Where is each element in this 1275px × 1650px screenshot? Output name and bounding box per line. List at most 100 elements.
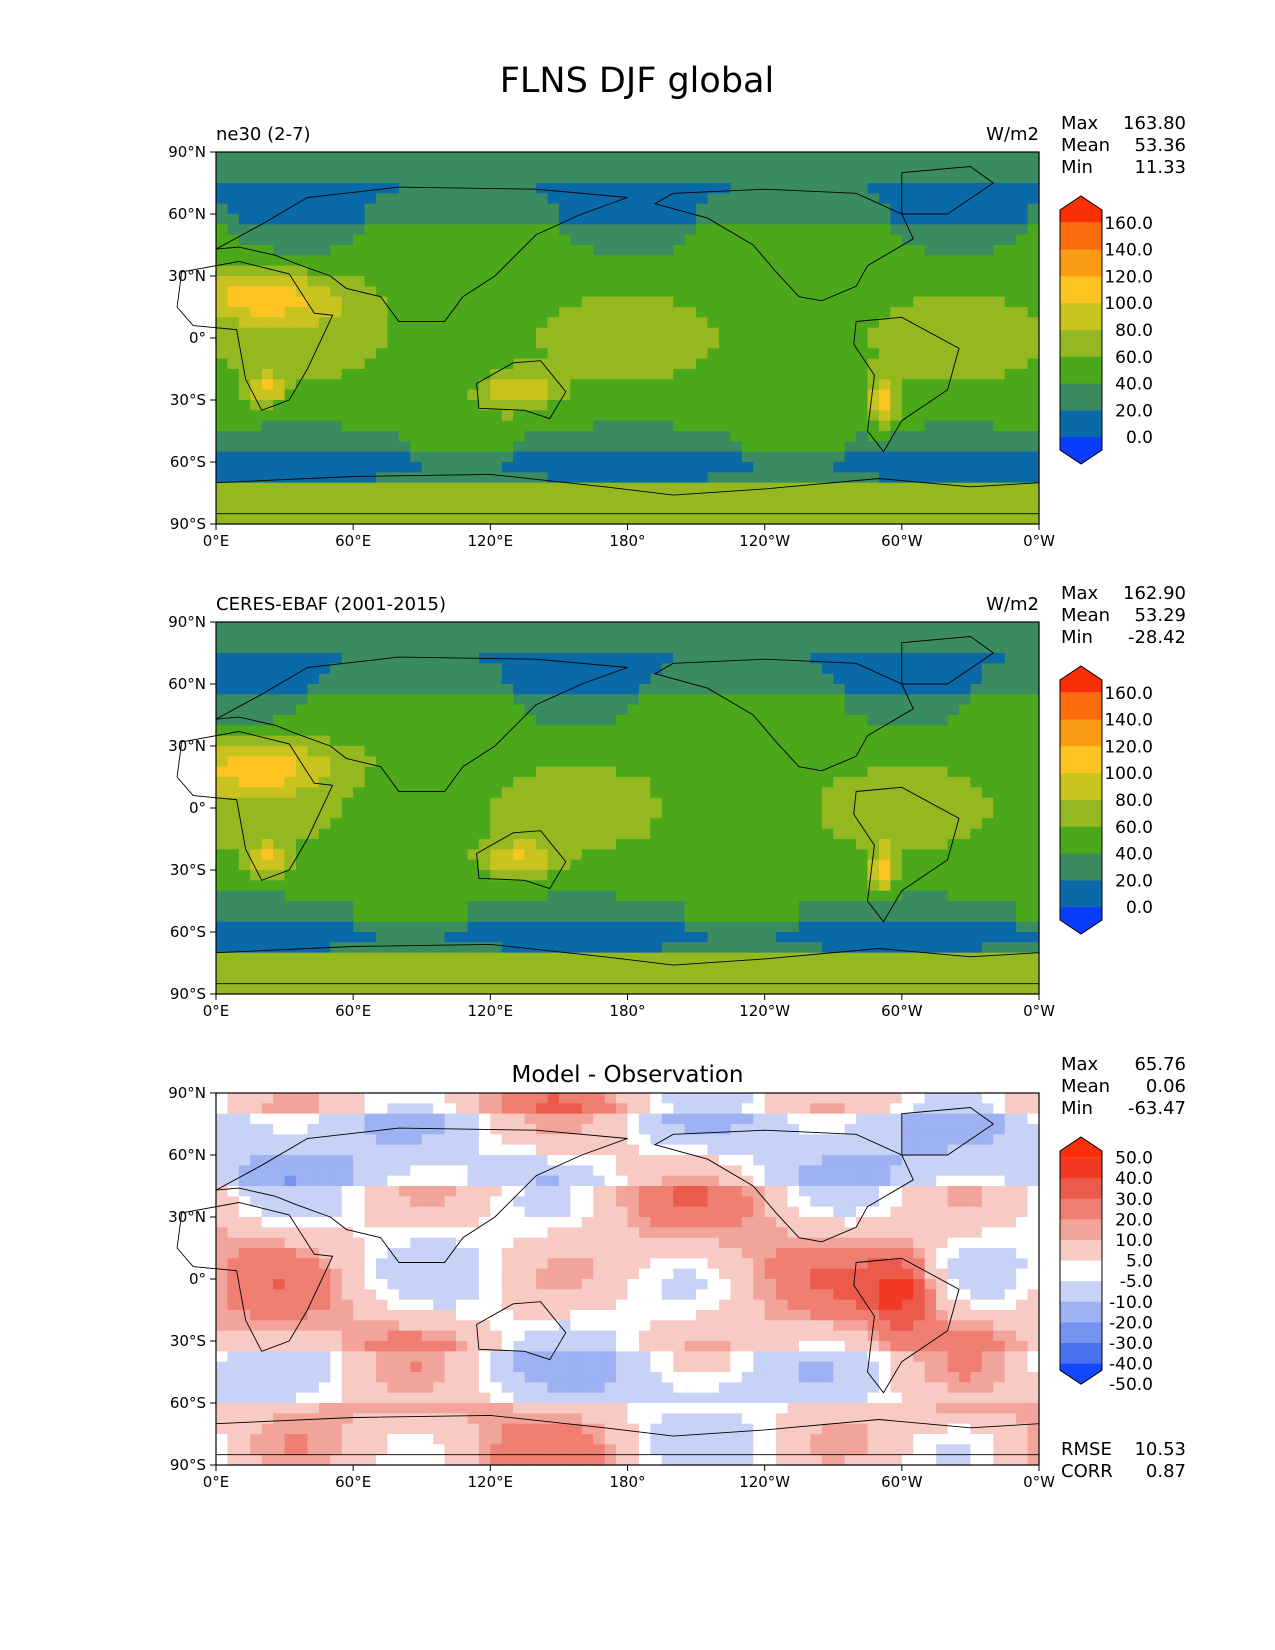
map-cell <box>844 420 857 432</box>
map-cell <box>250 901 263 912</box>
map-cell <box>421 901 434 912</box>
map-cell <box>776 203 789 215</box>
map-cell <box>730 276 743 287</box>
map-cell <box>924 622 937 633</box>
map-cell <box>936 890 949 902</box>
map-cell <box>741 245 754 256</box>
map-cell <box>890 503 903 515</box>
map-cell <box>490 441 503 453</box>
map-cell <box>216 410 229 422</box>
map-cell <box>810 451 823 463</box>
map-cell <box>638 890 651 902</box>
map-cell <box>387 265 400 277</box>
map-cell <box>604 327 617 339</box>
map-cell <box>410 746 423 757</box>
map-cell <box>456 797 469 809</box>
map-cell <box>387 358 400 370</box>
map-cell <box>353 410 366 422</box>
map-cell <box>730 901 743 912</box>
map-cell <box>513 839 526 850</box>
map-cell <box>753 348 766 360</box>
map-cell <box>227 880 240 892</box>
map-cell <box>547 513 560 525</box>
map-cell <box>433 952 446 964</box>
map-cell <box>433 338 446 349</box>
map-cell <box>867 942 880 954</box>
map-cell <box>958 224 972 236</box>
map-cell <box>993 193 1006 205</box>
map-cell <box>296 420 309 432</box>
map-cell <box>981 787 994 799</box>
map-cell <box>821 203 834 215</box>
map-cell <box>410 338 423 349</box>
map-cell <box>227 932 240 943</box>
map-cell <box>570 441 583 453</box>
map-cell <box>936 859 949 871</box>
map-cell <box>650 410 663 422</box>
map-cell <box>901 890 914 902</box>
map-cell <box>764 162 777 174</box>
map-cell <box>707 183 720 194</box>
map-cell <box>387 296 400 308</box>
map-cell <box>307 255 320 267</box>
map-cell <box>284 642 297 654</box>
map-cell <box>421 725 434 737</box>
map-cell <box>433 451 446 463</box>
map-cell <box>707 766 720 778</box>
map-cell <box>318 296 331 308</box>
map-cell <box>673 890 686 902</box>
map-cell <box>981 441 994 453</box>
map-cell <box>913 451 926 463</box>
map-cell <box>490 952 503 964</box>
map-cell <box>661 369 674 380</box>
map-cell <box>410 715 423 726</box>
map-cell <box>718 276 731 287</box>
map-cell <box>307 870 320 881</box>
map-cell <box>341 296 354 308</box>
panels: 0°E 60°E 120°E 180° 120°W 60°W 0°W90°N60°N30°N… <box>168 113 1186 1491</box>
map-cell <box>250 389 263 401</box>
map-cell <box>856 265 869 277</box>
map-cell <box>524 921 537 933</box>
map-cell <box>536 317 549 329</box>
map-cell <box>387 828 400 840</box>
map-cell <box>730 932 743 943</box>
map-cell <box>878 276 891 287</box>
map-cell <box>661 715 674 726</box>
map-cell <box>353 369 366 380</box>
map-cell <box>981 152 994 163</box>
map-cell <box>718 756 731 768</box>
map-cell <box>878 746 891 757</box>
map-cell <box>387 622 400 633</box>
map-cell <box>558 234 571 246</box>
map-cell <box>993 472 1006 484</box>
map-cell <box>913 513 926 525</box>
map-cell <box>753 389 766 401</box>
map-cell <box>981 224 994 236</box>
map-cell <box>821 234 834 246</box>
map-cell <box>696 777 709 788</box>
map-cell <box>821 632 834 644</box>
map-cell <box>570 503 583 515</box>
map-cell <box>273 162 286 174</box>
map-cell <box>284 441 297 453</box>
map-cell <box>913 462 926 473</box>
map-cell <box>821 420 834 432</box>
map-cell <box>524 932 537 943</box>
map-cell <box>878 756 891 768</box>
map-cell <box>1004 632 1017 644</box>
map-cell <box>844 472 857 484</box>
map-cell <box>398 317 411 329</box>
map-cell <box>798 389 811 401</box>
map-cell <box>238 715 251 726</box>
map-cell <box>547 942 560 954</box>
map-cell <box>958 379 972 391</box>
map-cell <box>421 451 434 463</box>
map-cell <box>398 348 411 360</box>
map-cell <box>273 482 286 494</box>
map-cell <box>376 451 389 463</box>
map-cell <box>856 839 869 850</box>
map-cell <box>421 849 434 861</box>
map-cell <box>936 420 949 432</box>
map-cell <box>821 162 834 174</box>
